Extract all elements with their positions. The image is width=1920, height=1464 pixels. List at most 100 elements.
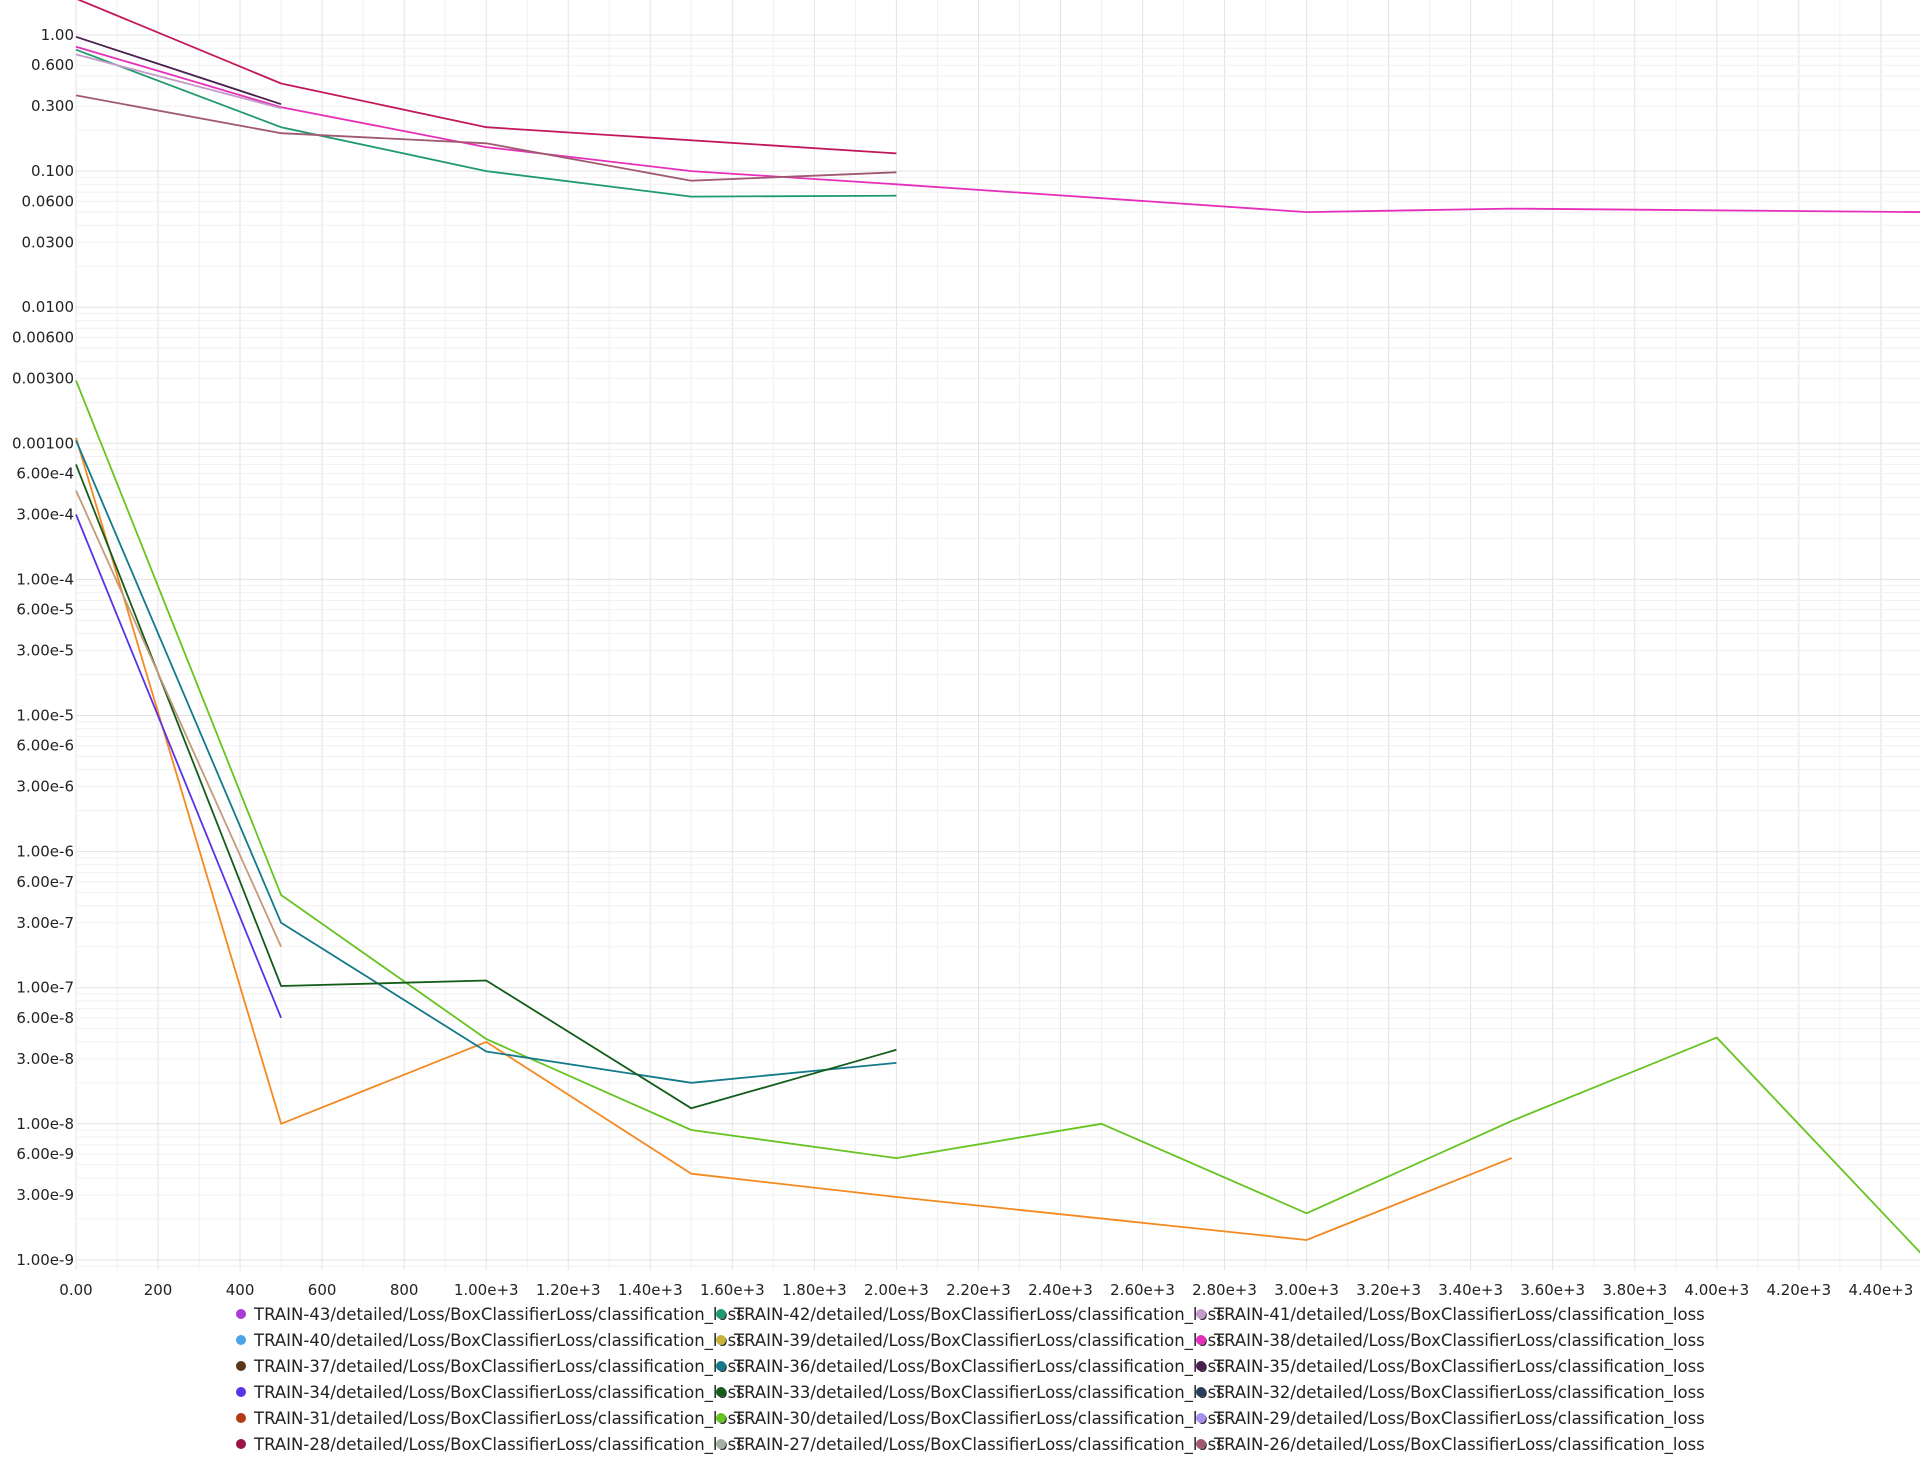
x-tick-label: 4.00e+3 (1684, 1281, 1749, 1299)
y-tick-label: 1.00e-8 (16, 1115, 74, 1133)
x-tick-label: 2.00e+3 (864, 1281, 929, 1299)
x-tick-label: 800 (390, 1281, 419, 1299)
legend-item[interactable]: TRAIN-35/detailed/Loss/BoxClassifierLoss… (1196, 1355, 1705, 1377)
x-tick-label: 600 (308, 1281, 337, 1299)
x-tick-label: 1.20e+3 (536, 1281, 601, 1299)
y-tick-label: 0.00100 (12, 434, 74, 452)
series-line-9 (75, 440, 897, 1084)
legend-swatch (716, 1335, 726, 1345)
y-tick-label: 0.00600 (12, 328, 74, 346)
legend-item[interactable]: TRAIN-33/detailed/Loss/BoxClassifierLoss… (716, 1381, 1225, 1403)
y-tick-label: 1.00e-6 (16, 843, 74, 861)
legend-label: TRAIN-29/detailed/Loss/BoxClassifierLoss… (1214, 1408, 1705, 1428)
legend-item[interactable]: TRAIN-43/detailed/Loss/BoxClassifierLoss… (236, 1303, 745, 1325)
y-tick-label: 0.600 (31, 56, 74, 74)
legend-label: TRAIN-42/detailed/Loss/BoxClassifierLoss… (734, 1304, 1225, 1324)
legend-swatch (716, 1361, 726, 1371)
legend-item[interactable]: TRAIN-32/detailed/Loss/BoxClassifierLoss… (1196, 1381, 1705, 1403)
x-tick-label: 2.20e+3 (946, 1281, 1011, 1299)
x-tick-label: 2.80e+3 (1192, 1281, 1257, 1299)
series-line-1 (77, 0, 897, 155)
y-tick-label: 3.00e-6 (16, 778, 74, 796)
y-tick-label: 0.00300 (12, 369, 74, 387)
legend-item[interactable]: TRAIN-41/detailed/Loss/BoxClassifierLoss… (1196, 1303, 1705, 1325)
series-line-8 (75, 437, 1513, 1241)
legend-swatch (716, 1387, 726, 1397)
legend-label: TRAIN-26/detailed/Loss/BoxClassifierLoss… (1214, 1434, 1705, 1454)
legend-item[interactable]: TRAIN-42/detailed/Loss/BoxClassifierLoss… (716, 1303, 1225, 1325)
legend-item[interactable]: TRAIN-37/detailed/Loss/BoxClassifierLoss… (236, 1355, 745, 1377)
legend-swatch (236, 1439, 246, 1449)
legend-swatch (236, 1335, 246, 1345)
series-line-3 (75, 45, 1920, 214)
legend-swatch (716, 1309, 726, 1319)
legend-item[interactable]: TRAIN-26/detailed/Loss/BoxClassifierLoss… (1196, 1433, 1705, 1455)
x-tick-label: 1.80e+3 (782, 1281, 847, 1299)
legend-item[interactable]: TRAIN-38/detailed/Loss/BoxClassifierLoss… (1196, 1329, 1705, 1351)
legend-item[interactable]: TRAIN-28/detailed/Loss/BoxClassifierLoss… (236, 1433, 745, 1455)
x-tick-label: 2.40e+3 (1028, 1281, 1093, 1299)
legend-swatch (716, 1439, 726, 1449)
y-tick-label: 3.00e-9 (16, 1186, 74, 1204)
legend-label: TRAIN-32/detailed/Loss/BoxClassifierLoss… (1214, 1382, 1705, 1402)
x-tick-label: 3.80e+3 (1602, 1281, 1667, 1299)
y-tick-label: 1.00e-7 (16, 979, 74, 997)
x-tick-label: 1.00e+3 (454, 1281, 519, 1299)
legend-label: TRAIN-33/detailed/Loss/BoxClassifierLoss… (734, 1382, 1225, 1402)
legend-item[interactable]: TRAIN-34/detailed/Loss/BoxClassifierLoss… (236, 1381, 745, 1403)
series-line-2 (75, 35, 282, 106)
legend-swatch (236, 1387, 246, 1397)
y-tick-label: 6.00e-8 (16, 1009, 74, 1027)
y-tick-label: 6.00e-6 (16, 737, 74, 755)
series-line-7 (75, 380, 1920, 1254)
legend-item[interactable]: TRAIN-39/detailed/Loss/BoxClassifierLoss… (716, 1329, 1225, 1351)
series-line-11 (75, 490, 282, 948)
legend-swatch (1196, 1361, 1206, 1371)
y-tick-label: 1.00 (41, 26, 74, 44)
legend-label: TRAIN-39/detailed/Loss/BoxClassifierLoss… (734, 1330, 1225, 1350)
y-tick-label: 6.00e-7 (16, 873, 74, 891)
y-tick-label: 0.0100 (22, 298, 75, 316)
legend-item[interactable]: TRAIN-27/detailed/Loss/BoxClassifierLoss… (716, 1433, 1225, 1455)
x-tick-label: 4.20e+3 (1766, 1281, 1831, 1299)
legend-label: TRAIN-34/detailed/Loss/BoxClassifierLoss… (254, 1382, 745, 1402)
y-tick-label: 1.00e-5 (16, 707, 74, 725)
legend-label: TRAIN-28/detailed/Loss/BoxClassifierLoss… (254, 1434, 745, 1454)
y-tick-label: 6.00e-4 (16, 464, 74, 482)
legend-swatch (236, 1309, 246, 1319)
series-line-6 (75, 94, 897, 182)
series-line-4 (75, 48, 897, 198)
x-tick-label: 1.60e+3 (700, 1281, 765, 1299)
y-tick-label: 1.00e-9 (16, 1251, 74, 1269)
y-tick-label: 0.300 (31, 97, 74, 115)
legend-label: TRAIN-37/detailed/Loss/BoxClassifierLoss… (254, 1356, 745, 1376)
legend-item[interactable]: TRAIN-36/detailed/Loss/BoxClassifierLoss… (716, 1355, 1225, 1377)
x-tick-label: 3.60e+3 (1520, 1281, 1585, 1299)
y-tick-label: 1.00e-4 (16, 570, 74, 588)
legend-label: TRAIN-27/detailed/Loss/BoxClassifierLoss… (734, 1434, 1225, 1454)
legend-swatch (1196, 1413, 1206, 1423)
grid (75, 0, 1920, 1270)
y-tick-label: 6.00e-9 (16, 1145, 74, 1163)
legend-swatch (1196, 1439, 1206, 1449)
y-tick-label: 3.00e-7 (16, 914, 74, 932)
x-tick-label: 400 (226, 1281, 255, 1299)
y-tick-label: 3.00e-8 (16, 1050, 74, 1068)
legend-swatch (1196, 1335, 1206, 1345)
x-tick-label: 0.00 (59, 1281, 92, 1299)
y-tick-label: 3.00e-5 (16, 642, 74, 660)
x-tick-labels: 0.00 200 400 600 800 1.00e+3 1.20e+3 1.40e+3 1.6… (59, 1281, 1913, 1299)
legend-item[interactable]: TRAIN-29/detailed/Loss/BoxClassifierLoss… (1196, 1407, 1705, 1429)
legend-label: TRAIN-35/detailed/Loss/BoxClassifierLoss… (1214, 1356, 1705, 1376)
legend-swatch (236, 1413, 246, 1423)
legend-label: TRAIN-30/detailed/Loss/BoxClassifierLoss… (734, 1408, 1225, 1428)
x-tick-label: 200 (144, 1281, 173, 1299)
legend-item[interactable]: TRAIN-40/detailed/Loss/BoxClassifierLoss… (236, 1329, 745, 1351)
legend-item[interactable]: TRAIN-30/detailed/Loss/BoxClassifierLoss… (716, 1407, 1225, 1429)
series-lines (75, 0, 1920, 1254)
y-tick-label: 6.00e-5 (16, 601, 74, 619)
x-tick-label: 3.20e+3 (1356, 1281, 1421, 1299)
x-tick-label: 3.40e+3 (1438, 1281, 1503, 1299)
legend-item[interactable]: TRAIN-31/detailed/Loss/BoxClassifierLoss… (236, 1407, 745, 1429)
x-tick-label: 3.00e+3 (1274, 1281, 1339, 1299)
